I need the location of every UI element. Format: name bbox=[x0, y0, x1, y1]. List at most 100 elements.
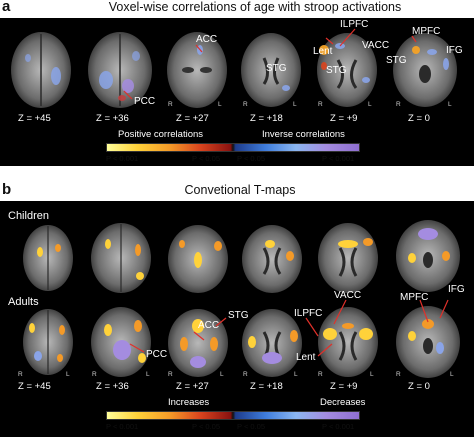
panel-b-figure bbox=[0, 201, 474, 437]
annotation-ilpfc: ILPFC bbox=[294, 308, 323, 319]
colorbar-tick: P < 0.05 bbox=[192, 154, 221, 163]
children-slice-6 bbox=[390, 216, 466, 296]
colorbar-inverse-label: Inverse correlations bbox=[262, 129, 345, 140]
annotation-acc: ACC bbox=[196, 34, 218, 45]
children-slice-1 bbox=[18, 222, 78, 294]
annotation-stg: STG bbox=[326, 65, 347, 76]
brain-slice-image bbox=[23, 225, 73, 291]
brain-slice-image bbox=[242, 309, 302, 377]
colorbar-decreases-label: Decreases bbox=[320, 397, 366, 408]
z-label: Z = 0 bbox=[408, 381, 430, 392]
children-slice-3 bbox=[162, 222, 234, 296]
r-label: R bbox=[92, 371, 97, 378]
brain-slice-image bbox=[91, 307, 151, 377]
r-label: R bbox=[318, 371, 323, 378]
annotation-mpfc: MPFC bbox=[412, 26, 441, 37]
z-label: Z = +45 bbox=[18, 113, 51, 124]
z-label: Z = +36 bbox=[96, 381, 129, 392]
r-label: R bbox=[18, 371, 23, 378]
panel-a-figure bbox=[0, 18, 474, 166]
r-label: R bbox=[168, 101, 173, 108]
colorbar-tick: P < 0.05 bbox=[237, 154, 266, 163]
r-label: R bbox=[396, 101, 401, 108]
panel-a-slice-2 bbox=[82, 28, 158, 112]
panel-a-title: Voxel-wise correlations of age with stro… bbox=[108, 0, 402, 14]
z-label: Z = +18 bbox=[250, 381, 283, 392]
brain-slice-image bbox=[318, 223, 378, 293]
panel-a-slice-1 bbox=[4, 28, 78, 112]
l-label: L bbox=[294, 371, 298, 378]
colorbar-tick: P < 0.001 bbox=[322, 422, 355, 431]
annotation-acc: ACC bbox=[198, 320, 220, 331]
brain-slice-image bbox=[318, 307, 378, 377]
annotation-lent: Lent bbox=[313, 46, 333, 57]
z-label: Z = +18 bbox=[250, 113, 283, 124]
colorbar-tick: P < 0.05 bbox=[192, 422, 221, 431]
r-label: R bbox=[318, 101, 323, 108]
children-slice-2 bbox=[86, 220, 156, 296]
colorbar-positive-label: Positive correlations bbox=[118, 129, 204, 140]
adults-slice-5 bbox=[312, 304, 384, 380]
z-label: Z = +9 bbox=[330, 113, 358, 124]
panel-a-slice-4 bbox=[234, 28, 308, 112]
annotation-vacc: VACC bbox=[334, 290, 362, 301]
adults-slice-6 bbox=[390, 302, 466, 382]
l-label: L bbox=[218, 101, 222, 108]
brain-slice-image bbox=[23, 309, 73, 375]
annotation-stg: STG bbox=[266, 63, 287, 74]
colorbar-tick: P < 0.001 bbox=[106, 154, 139, 163]
l-label: L bbox=[368, 101, 372, 108]
brain-slice-image bbox=[168, 309, 228, 377]
brain-slice-image bbox=[167, 32, 227, 108]
l-label: L bbox=[66, 371, 70, 378]
z-label: Z = 0 bbox=[408, 113, 430, 124]
brain-slice-image bbox=[241, 33, 301, 107]
brain-slice-image bbox=[11, 32, 71, 108]
annotation-ilpfc: ILPFC bbox=[340, 19, 369, 30]
children-slice-5 bbox=[312, 220, 384, 296]
r-label: R bbox=[168, 371, 173, 378]
brain-slice-image bbox=[168, 225, 228, 293]
panel-a-letter: a bbox=[2, 0, 11, 15]
brain-slice-image bbox=[242, 225, 302, 293]
annotation-ifg: IFG bbox=[448, 284, 465, 295]
colorbar-strip bbox=[106, 143, 360, 152]
adults-slice-3 bbox=[162, 306, 234, 380]
annotation-stg: STG bbox=[386, 55, 407, 66]
l-label: L bbox=[450, 371, 454, 378]
z-label: Z = +36 bbox=[96, 113, 129, 124]
adults-slice-4 bbox=[236, 306, 308, 380]
colorbar-tick: P < 0.05 bbox=[237, 422, 266, 431]
z-label: Z = +9 bbox=[330, 381, 358, 392]
colorbar-tick: P < 0.001 bbox=[322, 154, 355, 163]
brain-slice-image bbox=[393, 33, 457, 107]
l-label: L bbox=[220, 371, 224, 378]
annotation-stg: STG bbox=[228, 310, 249, 321]
annotation-ifg: IFG bbox=[446, 45, 463, 56]
l-label: L bbox=[293, 101, 297, 108]
panel-b-title: Convetional T-maps bbox=[184, 183, 296, 197]
brain-slice-image bbox=[88, 32, 152, 108]
colorbar-tick: P < 0.001 bbox=[106, 422, 139, 431]
panel-b-letter: b bbox=[2, 181, 12, 198]
brain-slice-image bbox=[396, 220, 460, 292]
r-label: R bbox=[243, 101, 248, 108]
brain-slice-image bbox=[396, 306, 460, 378]
l-label: L bbox=[146, 371, 150, 378]
brain-slice-image bbox=[91, 223, 151, 293]
children-slice-4 bbox=[236, 222, 308, 296]
l-label: L bbox=[448, 101, 452, 108]
annotation-vacc: VACC bbox=[362, 40, 390, 51]
group-label-adults: Adults bbox=[8, 296, 39, 308]
z-label: Z = +45 bbox=[18, 381, 51, 392]
annotation-pcc: PCC bbox=[134, 96, 156, 107]
r-label: R bbox=[243, 371, 248, 378]
annotation-lent: Lent bbox=[296, 352, 316, 363]
adults-slice-2 bbox=[86, 304, 156, 380]
annotation-mpfc: MPFC bbox=[400, 292, 429, 303]
r-label: R bbox=[396, 371, 401, 378]
colorbar-strip bbox=[106, 411, 360, 420]
panel-a-slice-6 bbox=[386, 28, 464, 112]
annotation-pcc: PCC bbox=[146, 349, 168, 360]
